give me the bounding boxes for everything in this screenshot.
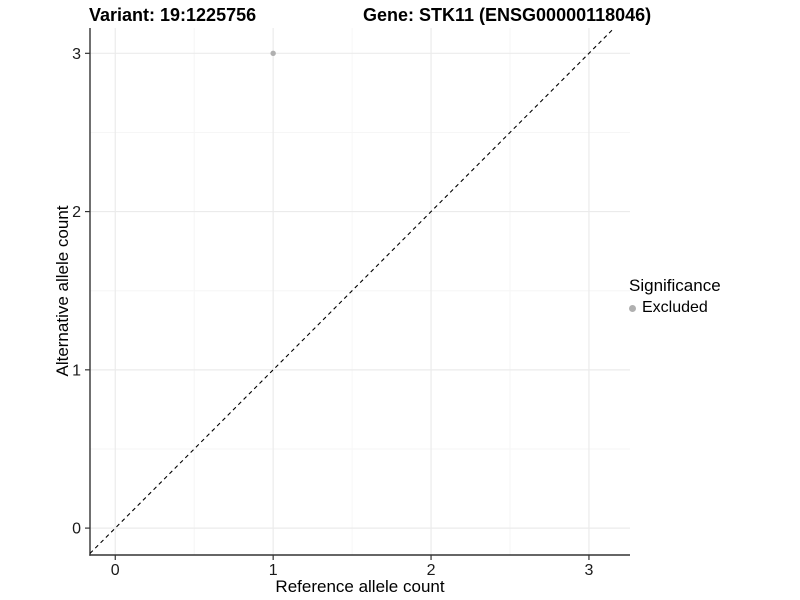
x-tick-label: 1 bbox=[269, 562, 278, 579]
x-axis-title: Reference allele count bbox=[275, 577, 445, 596]
y-tick-label: 2 bbox=[72, 204, 81, 221]
y-axis-title: Alternative allele count bbox=[53, 205, 72, 377]
y-tick-label: 0 bbox=[72, 521, 81, 538]
x-tick-label: 2 bbox=[427, 562, 436, 579]
y-tick-label: 3 bbox=[72, 46, 81, 63]
legend-item-label: Excluded bbox=[642, 299, 708, 316]
y-tick-label: 1 bbox=[72, 362, 81, 379]
legend-point-icon bbox=[629, 304, 636, 312]
identity-reference-line bbox=[89, 27, 615, 554]
legend-title: Significance bbox=[629, 276, 721, 295]
legend: Significance Excluded bbox=[629, 276, 721, 317]
x-tick-label: 3 bbox=[584, 562, 593, 579]
gene-title: Gene: STK11 (ENSG00000118046) bbox=[363, 5, 652, 25]
x-tick-label: 0 bbox=[111, 562, 120, 579]
variant-title: Variant: 19:1225756 bbox=[89, 5, 257, 25]
data-point bbox=[270, 50, 276, 57]
legend-item-excluded: Excluded bbox=[629, 299, 721, 317]
